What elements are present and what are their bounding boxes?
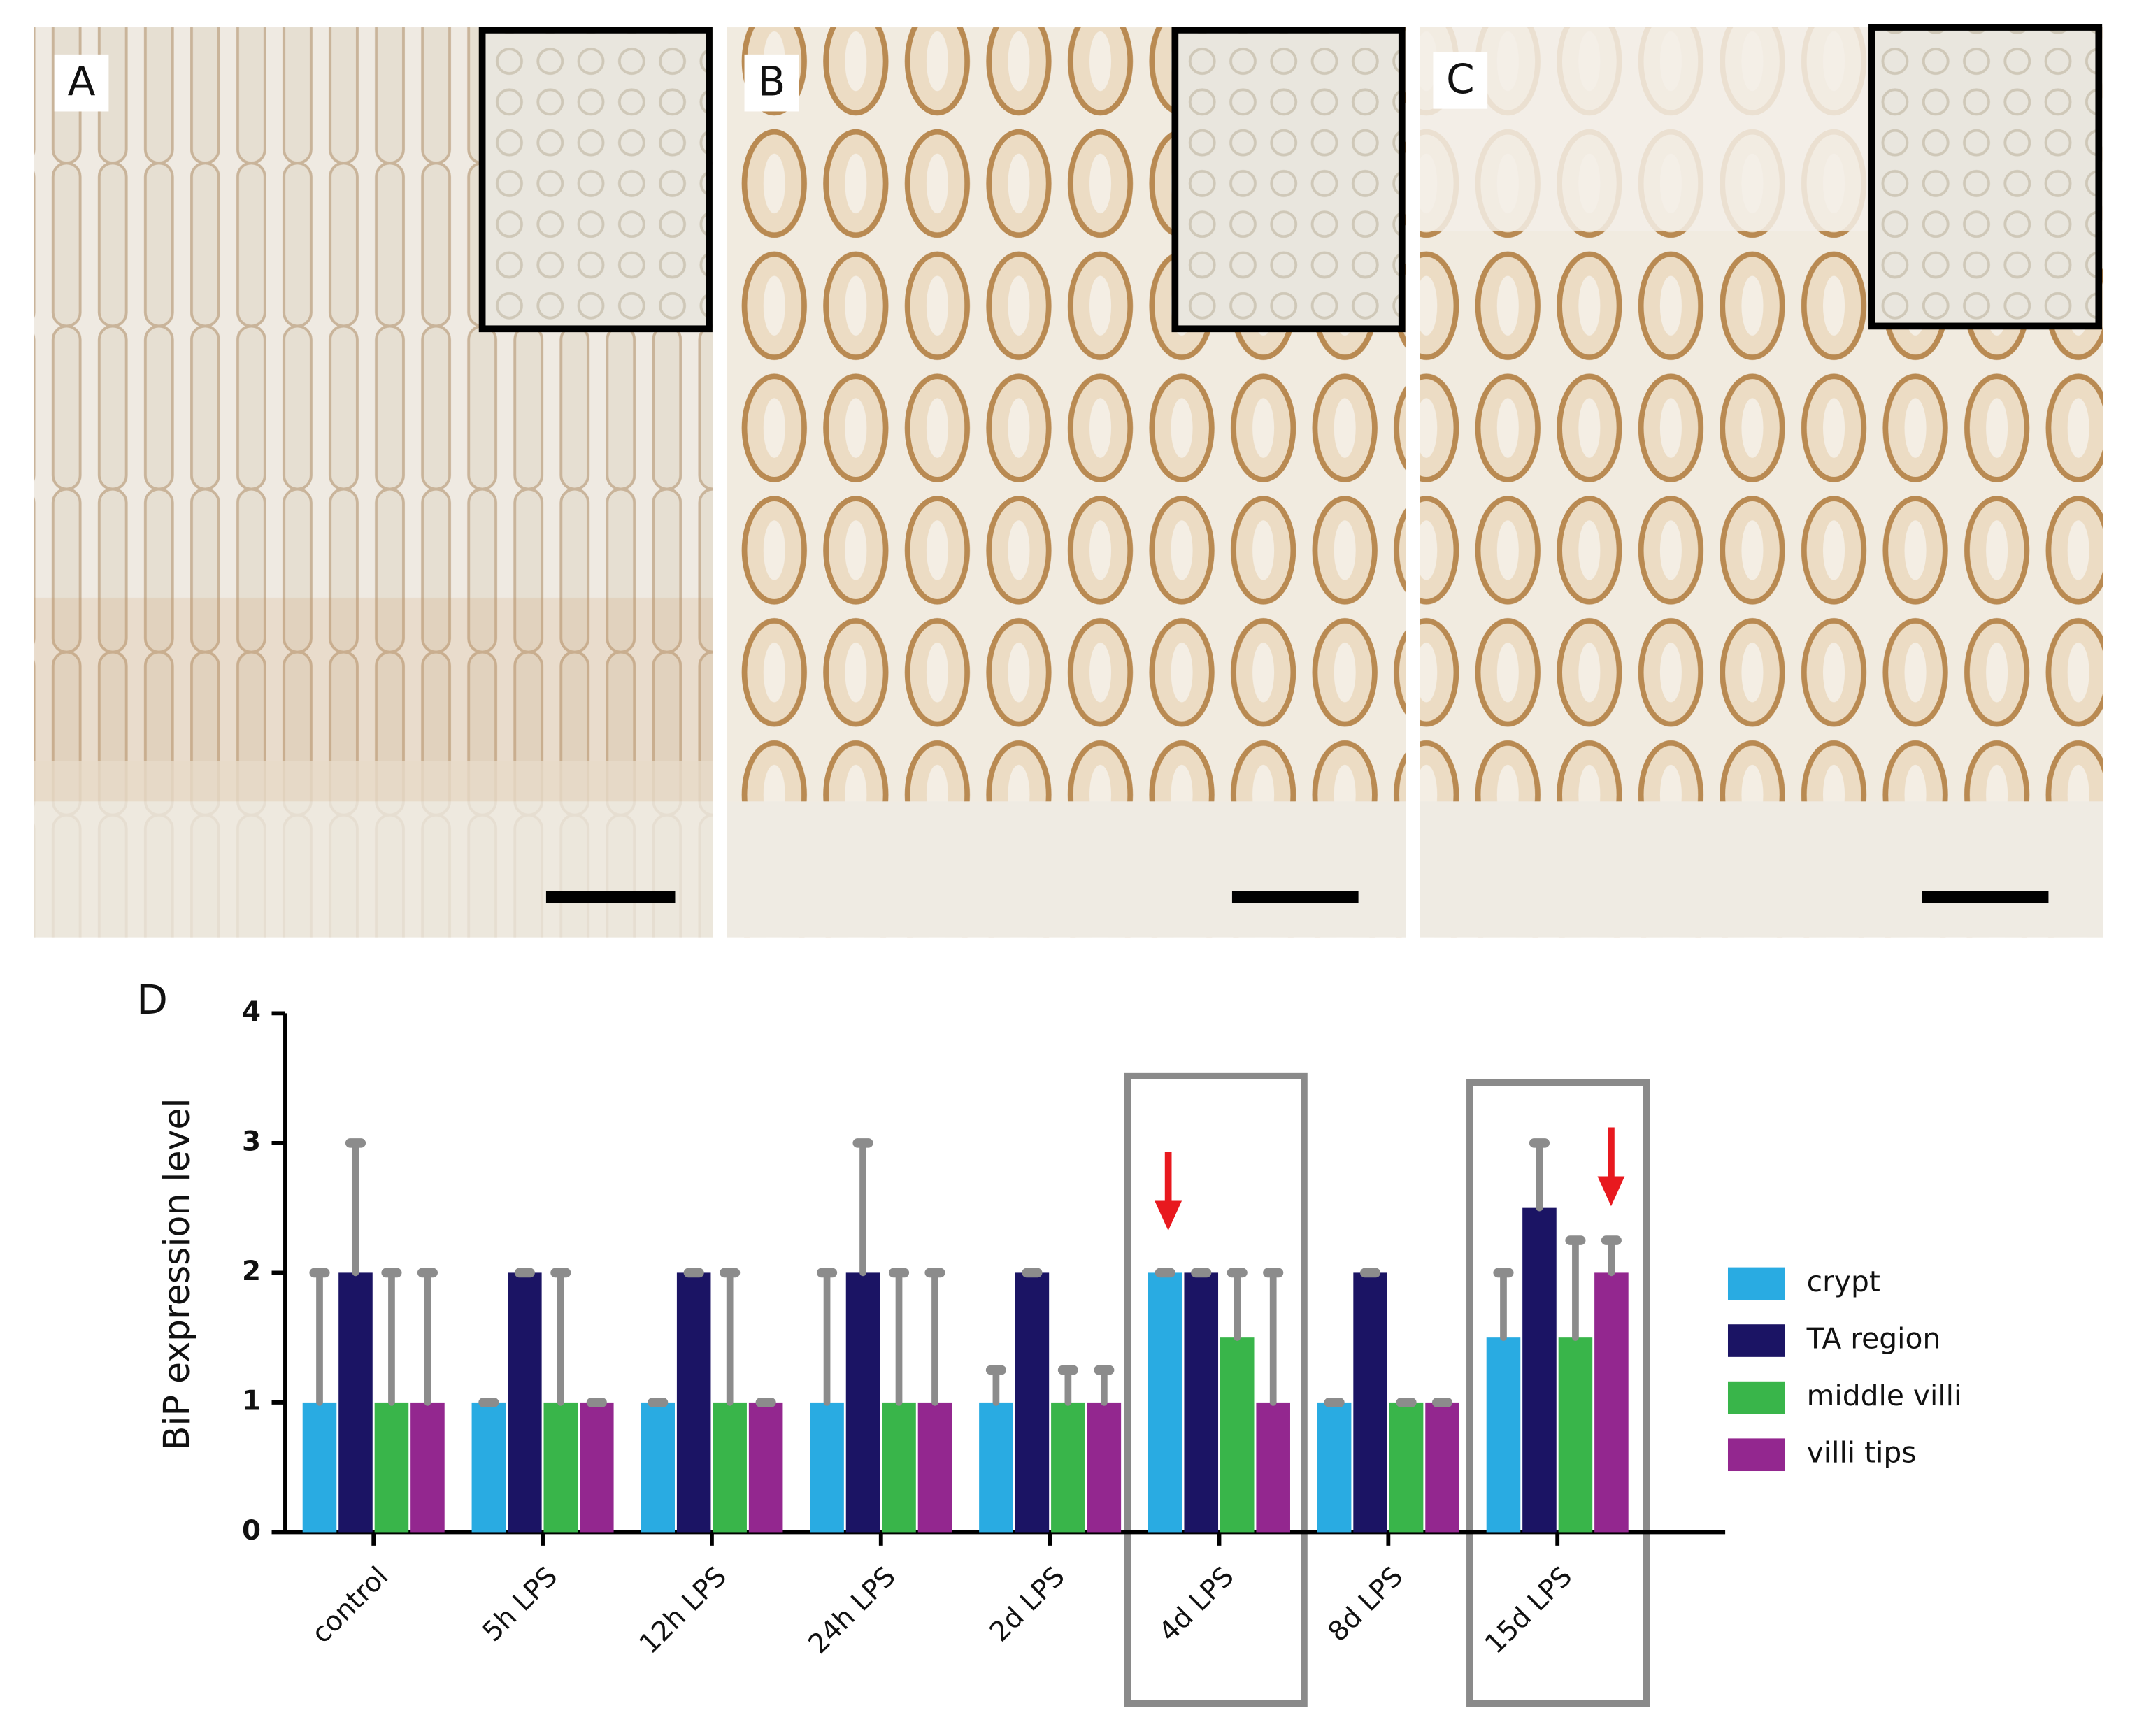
legend-swatch <box>1727 1324 1785 1357</box>
legend-swatch <box>1727 1438 1785 1472</box>
x-tick-label: control <box>306 1561 394 1649</box>
bar <box>1148 1272 1182 1533</box>
bar <box>1353 1272 1387 1533</box>
panel-label: B <box>757 58 785 106</box>
legend-swatch <box>1727 1267 1785 1300</box>
error-bar <box>985 1365 1006 1406</box>
bar <box>1317 1402 1352 1533</box>
error-bar <box>1493 1268 1514 1342</box>
error-bar <box>852 1138 873 1277</box>
bar <box>1486 1337 1521 1533</box>
error-bar <box>1057 1365 1078 1406</box>
micrograph-a <box>34 27 713 938</box>
legend-swatch <box>1727 1381 1785 1414</box>
y-tick-label: 2 <box>242 1256 261 1287</box>
bar <box>1256 1402 1290 1533</box>
bar <box>917 1402 952 1533</box>
bar <box>845 1272 880 1533</box>
bar <box>810 1402 844 1533</box>
error-bar <box>1565 1235 1586 1342</box>
legend-label: TA region <box>1806 1322 1941 1356</box>
error-bar <box>345 1138 366 1277</box>
arrow-head <box>1155 1200 1182 1231</box>
x-tick-label: 24h LPS <box>803 1561 902 1660</box>
bar <box>748 1402 783 1533</box>
bar <box>338 1272 373 1533</box>
legend-label: crypt <box>1807 1265 1880 1298</box>
bar <box>1220 1337 1255 1533</box>
x-tick-label: 4d LPS <box>1153 1561 1241 1648</box>
y-tick-label: 1 <box>242 1385 261 1416</box>
bar <box>543 1402 578 1533</box>
bar <box>676 1272 711 1533</box>
bar <box>1522 1207 1557 1533</box>
bar <box>882 1402 916 1533</box>
bar <box>1558 1337 1593 1533</box>
error-bar <box>1094 1365 1115 1406</box>
error-bar <box>381 1268 402 1406</box>
y-tick-label: 4 <box>242 996 261 1028</box>
panel-label: C <box>1446 55 1475 103</box>
bar <box>713 1402 747 1533</box>
panel-label: D <box>136 976 168 1024</box>
bar <box>580 1402 614 1533</box>
bar <box>471 1402 506 1533</box>
x-tick-label: 8d LPS <box>1322 1561 1410 1648</box>
micrograph-b <box>727 27 1406 938</box>
bar <box>1425 1402 1459 1533</box>
bar <box>1594 1272 1629 1533</box>
x-tick-label: 5h LPS <box>476 1561 564 1648</box>
error-bar <box>924 1268 945 1406</box>
error-bar <box>309 1268 330 1406</box>
bar <box>508 1272 542 1533</box>
x-tick-label: 2d LPS <box>984 1561 1071 1648</box>
y-axis-label: BiP expression level <box>156 1098 197 1450</box>
error-bar <box>1529 1138 1550 1212</box>
bar <box>979 1402 1013 1533</box>
bar <box>1184 1272 1219 1533</box>
x-tick-label: 12h LPS <box>634 1561 733 1660</box>
error-bar <box>1227 1268 1248 1342</box>
bar <box>1015 1272 1050 1533</box>
bar <box>1389 1402 1424 1533</box>
x-tick-label: 15d LPS <box>1479 1561 1578 1660</box>
error-bar <box>816 1268 838 1406</box>
highlight-box <box>1124 1072 1308 1707</box>
bar <box>1051 1402 1085 1533</box>
error-bar <box>1263 1268 1284 1406</box>
bar <box>1087 1402 1122 1533</box>
error-bar <box>417 1268 438 1406</box>
bar <box>302 1402 337 1533</box>
bar <box>641 1402 675 1533</box>
legend-label: middle villi <box>1807 1379 1962 1412</box>
legend-label: villi tips <box>1807 1436 1917 1470</box>
error-bar <box>1601 1235 1622 1277</box>
y-tick-label: 3 <box>242 1126 261 1157</box>
panel-label: A <box>68 58 96 106</box>
highlight-box <box>1466 1079 1650 1707</box>
y-tick-label: 0 <box>242 1515 261 1547</box>
error-bar <box>550 1268 571 1406</box>
arrow-head <box>1597 1176 1625 1207</box>
bar <box>374 1402 409 1533</box>
error-bar <box>888 1268 910 1406</box>
bar <box>410 1402 445 1533</box>
error-bar <box>720 1268 741 1406</box>
micrograph-c <box>1420 24 2103 938</box>
